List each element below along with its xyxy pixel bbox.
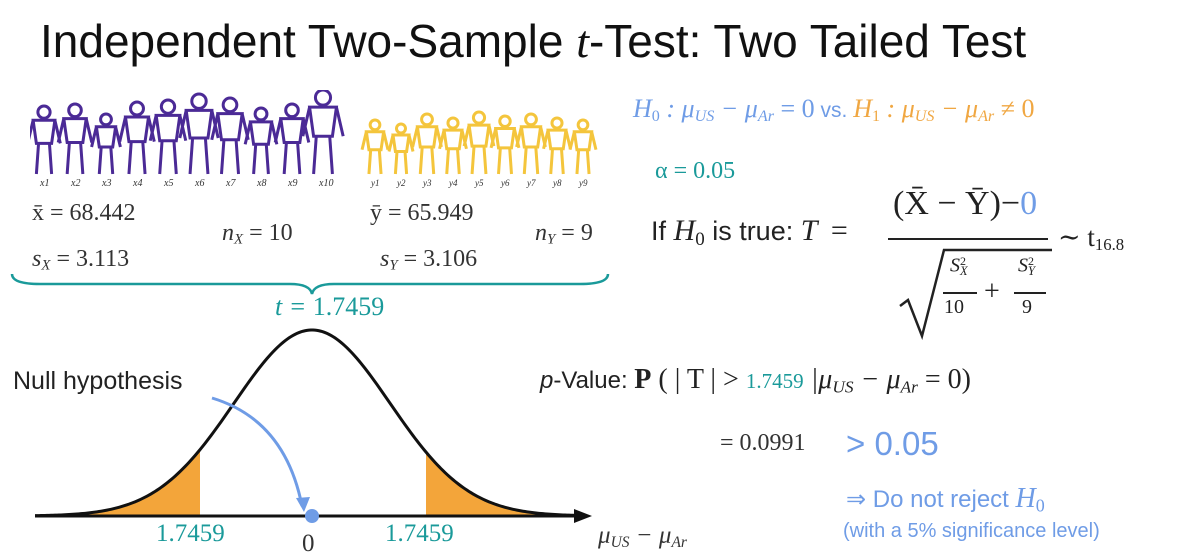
x-label: x7 bbox=[225, 178, 236, 189]
p-value-expression: p-Value: P ( | T | > 1.7459 |μUS − μAr =… bbox=[540, 364, 972, 397]
x-axis-arrowhead bbox=[574, 509, 592, 523]
us-person-9 bbox=[273, 102, 311, 175]
x-label: x8 bbox=[256, 178, 266, 189]
sqrt-sign bbox=[899, 248, 1052, 340]
alpha-level: α = 0.05 bbox=[655, 158, 736, 184]
t-distribution: ∼ t16.8 bbox=[1058, 222, 1125, 255]
h0-statement: H0 : μUS − μAr = 0 bbox=[633, 94, 815, 126]
x-label: x6 bbox=[194, 178, 204, 189]
y-label: y3 bbox=[422, 178, 432, 188]
conclusion: ⇒ Do not reject H0 bbox=[846, 483, 1045, 516]
center-label: 0 bbox=[302, 530, 315, 557]
x-label: x3 bbox=[101, 178, 111, 189]
left-critical-label: 1.7459 bbox=[156, 520, 225, 547]
right-tail-region bbox=[426, 452, 580, 516]
sy2-term: S2Y bbox=[1018, 254, 1035, 278]
title-part-1: Independent Two-Sample bbox=[40, 15, 577, 67]
ar-person-4 bbox=[438, 116, 468, 175]
right-critical-label: 1.7459 bbox=[385, 520, 454, 547]
p-value-result: = 0.0991 bbox=[720, 430, 806, 456]
sx-stat: sX = 3.113 bbox=[32, 246, 130, 274]
nx-stat: nX = 10 bbox=[222, 220, 293, 248]
us-person-3 bbox=[90, 112, 122, 175]
ar-person-9 bbox=[568, 118, 598, 175]
null-point bbox=[305, 509, 319, 523]
page-title: Independent Two-Sample t-Test: Two Taile… bbox=[40, 14, 1026, 68]
sx2-term: S2X bbox=[950, 254, 968, 278]
comparison: > 0.05 bbox=[846, 425, 939, 462]
ar-person-8 bbox=[542, 116, 572, 175]
sample-labels: x1 x2 x3 x4 x5 x6 x7 x8 x9 x10 y1 y2 y3 y4 y5 y6 y7 y8 y9 bbox=[39, 178, 588, 189]
plus-sign: + bbox=[984, 276, 1000, 307]
x-label: x9 bbox=[287, 178, 297, 189]
ar-person-1 bbox=[360, 118, 390, 175]
vs-label: vs. bbox=[814, 99, 854, 122]
us-person-7 bbox=[210, 96, 250, 175]
people-silhouettes: x1 x2 x3 x4 x5 x6 x7 x8 x9 x10 y1 y2 y3 y4 y5 y6 y7 y8 y9 bbox=[30, 90, 598, 189]
n1-term: 10 bbox=[944, 296, 964, 318]
sample-brace bbox=[10, 273, 610, 295]
null-hypothesis-label: Null hypothesis bbox=[13, 367, 183, 395]
x-label: x2 bbox=[70, 178, 80, 189]
y-label: y7 bbox=[526, 178, 536, 188]
h1-statement: H1 : μUS − μAr ≠ 0 bbox=[853, 94, 1035, 126]
axis-label: μUS − μAr bbox=[598, 522, 687, 551]
ar-silhouette-group bbox=[360, 110, 598, 175]
us-person-5 bbox=[148, 98, 188, 175]
x-label: x5 bbox=[163, 178, 173, 189]
density-curve bbox=[34, 328, 580, 518]
y-label: y4 bbox=[448, 178, 458, 188]
fraction-bar bbox=[888, 238, 1048, 240]
x-label: x4 bbox=[132, 178, 142, 189]
y-label: y6 bbox=[500, 178, 510, 188]
sx-fraction-bar bbox=[943, 292, 977, 294]
t-statistic: t = 1.7459 bbox=[275, 292, 385, 321]
n2-term: 9 bbox=[1022, 296, 1032, 318]
us-silhouette-group bbox=[30, 90, 345, 175]
title-t: t bbox=[576, 16, 589, 67]
ybar-stat: ȳ = 65.949 bbox=[370, 200, 474, 226]
left-tail-region bbox=[35, 449, 200, 516]
xbar-stat: x̄ = 68.442 bbox=[32, 200, 136, 226]
ar-person-7 bbox=[515, 112, 547, 175]
y-label: y5 bbox=[474, 178, 484, 188]
us-person-10 bbox=[301, 90, 345, 175]
hypotheses: H0 : μUS − μAr = 0 vs. H1 : μUS − μAr ≠ … bbox=[633, 94, 1034, 126]
ar-person-3 bbox=[411, 112, 443, 175]
y-label: y1 bbox=[370, 178, 380, 188]
ar-person-6 bbox=[489, 114, 521, 175]
ar-person-2 bbox=[387, 122, 415, 175]
us-person-2 bbox=[56, 102, 94, 175]
us-person-8 bbox=[243, 106, 279, 175]
y-label: y2 bbox=[396, 178, 406, 188]
ar-person-5 bbox=[462, 110, 496, 175]
us-person-4 bbox=[118, 100, 156, 175]
y-label: y8 bbox=[552, 178, 562, 188]
sy-fraction-bar bbox=[1014, 292, 1046, 294]
x-label: x10 bbox=[318, 178, 333, 189]
ny-stat: nY = 9 bbox=[535, 220, 593, 248]
y-label: y9 bbox=[578, 178, 588, 188]
title-part-2: -Test: Two Tailed Test bbox=[588, 15, 1027, 67]
formula-numerator: (X̄ − Ȳ)−0 bbox=[893, 185, 1038, 222]
significance-note: (with a 5% significance level) bbox=[843, 520, 1100, 542]
x-label: x1 bbox=[39, 178, 49, 189]
null-arrow bbox=[211, 396, 304, 507]
sy-stat: sY = 3.106 bbox=[380, 246, 478, 274]
null-distribution-plot bbox=[34, 328, 592, 523]
null-arrowhead bbox=[296, 497, 310, 512]
test-statistic-prefix: If H0 is true: T = bbox=[651, 214, 848, 250]
us-person-1 bbox=[30, 104, 62, 175]
